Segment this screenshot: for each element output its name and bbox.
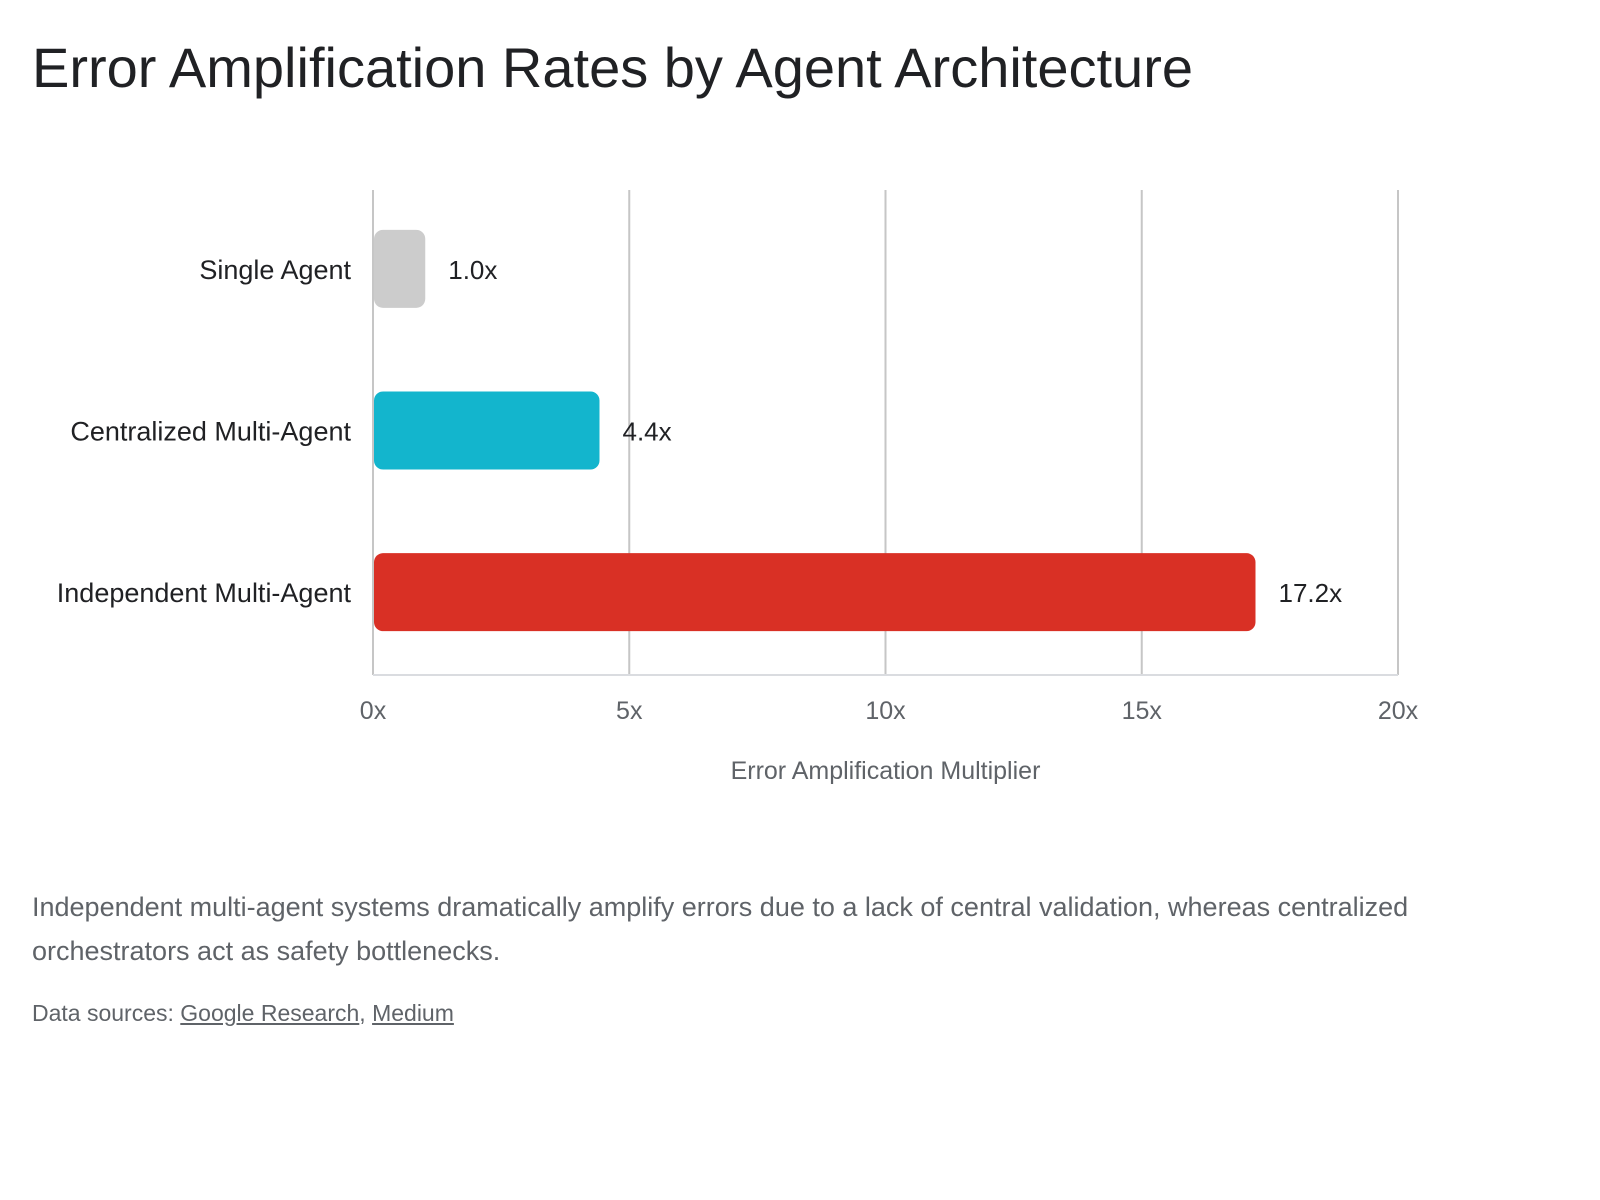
x-tick-label-4: 20x (1378, 697, 1419, 725)
grid-lines (372, 190, 1399, 676)
labels: 0x 5x 10x 15x 20x Single Agent 1.0x Centralized… (57, 255, 1419, 725)
chart-title: Error Amplification Rates by Agent Archi… (32, 36, 1193, 99)
data-sources: Data sources: Google Research, Medium (32, 998, 454, 1028)
x-tick-label-1: 5x (616, 697, 643, 725)
category-label-1: Centralized Multi-Agent (70, 417, 351, 447)
bar-chart: 0x 5x 10x 15x 20x Single Agent 1.0x Centralized… (57, 190, 1419, 785)
x-axis-title: Error Amplification Multiplier (731, 757, 1041, 785)
category-label-0: Single Agent (199, 255, 351, 285)
bar-independent-multi-agent (374, 553, 1256, 632)
source-link-medium[interactable]: Medium (372, 1000, 454, 1026)
x-tick-label-2: 10x (865, 697, 906, 725)
x-tick-label-0: 0x (360, 697, 387, 725)
source-link-google-research[interactable]: Google Research (180, 1000, 360, 1026)
value-label-2: 17.2x (1279, 578, 1343, 608)
chart-caption: Independent multi-agent systems dramatic… (32, 892, 1409, 966)
x-tick-label-3: 15x (1122, 697, 1163, 725)
bar-centralized-multi-agent (374, 391, 600, 470)
value-label-1: 4.4x (623, 417, 672, 447)
category-label-2: Independent Multi-Agent (57, 578, 352, 608)
sources-prefix: Data sources: (32, 1000, 181, 1026)
bars (374, 229, 1256, 632)
value-label-0: 1.0x (448, 255, 497, 285)
sources-separator: , (359, 1000, 373, 1026)
bar-single-agent (374, 229, 426, 308)
